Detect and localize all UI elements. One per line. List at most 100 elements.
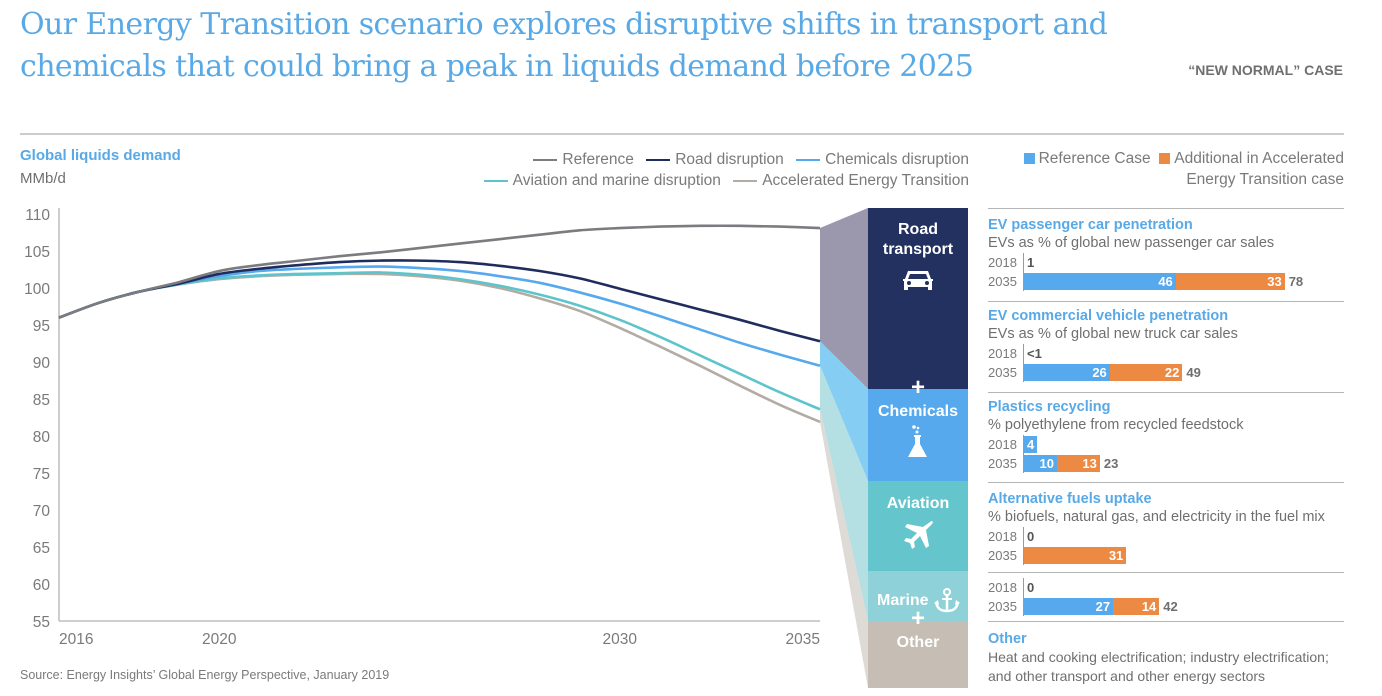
y-tick-label: 60: [33, 577, 51, 594]
value-label: 1: [1027, 255, 1035, 270]
stack-other: Other: [868, 621, 968, 688]
legend-item-accelerated: Accelerated Energy Transition: [733, 172, 969, 190]
panel-title: Plastics recycling: [988, 399, 1111, 415]
panel-divider: [988, 208, 1344, 209]
y-tick-label: 110: [25, 207, 50, 224]
value-label: 0: [1027, 529, 1035, 544]
bar-row-2018: 2018 <1: [988, 344, 1344, 363]
header-divider: [20, 133, 1344, 135]
bar-reference-segment: 26: [1024, 364, 1110, 381]
series-line-accelerated-energy-transition: [58, 272, 821, 424]
panel-subtitle: EVs as % of global new passenger car sal…: [988, 235, 1275, 251]
stack-road-transport: Road transport: [868, 208, 968, 389]
panel-alt-fuels: Alternative fuels uptake % biofuels, nat…: [988, 490, 1344, 565]
panel-divider: [988, 392, 1344, 393]
legend-label: Aviation and marine disruption: [512, 172, 721, 189]
funnel-road: [820, 208, 868, 389]
bar-row-2035: 2035 46 33 78: [988, 272, 1344, 291]
bar-axis: [1023, 527, 1024, 546]
y-tick-label: 85: [33, 392, 50, 409]
panel-title: EV passenger car penetration: [988, 217, 1193, 233]
bar-axis: [1023, 597, 1024, 616]
panel-ev-commercial: EV commercial vehicle penetration EVs as…: [988, 307, 1344, 382]
legend-item-reference: Reference: [533, 151, 634, 169]
funnel-aviation-marine: [820, 365, 868, 621]
panel-subtitle: EVs as % of global new truck car sales: [988, 326, 1238, 342]
legend-swatch: [533, 159, 558, 161]
bar-axis: [1023, 253, 1024, 272]
page-title: Our Energy Transition scenario explores …: [20, 4, 1120, 88]
bar-additional-segment: 13: [1057, 455, 1100, 472]
bar-axis: [1023, 435, 1024, 454]
legend-item-road: Road disruption: [646, 151, 784, 169]
bar-total-label: 78: [1288, 274, 1304, 289]
title-line-2: chemicals that could bring a peak in liq…: [20, 49, 974, 84]
panel-title: EV commercial vehicle penetration: [988, 308, 1229, 324]
bar-axis: [1023, 344, 1024, 363]
legend-swatch: [796, 159, 821, 161]
legend-label: Chemicals disruption: [825, 151, 969, 168]
bar-reference-segment: 27: [1024, 598, 1114, 615]
chemicals-label: Chemicals: [877, 403, 959, 420]
chart-axes: 110 105 100 95 90 85 80 75 70 65 60 55 2016 2020 2030 2…: [24, 207, 820, 648]
funnel-chemicals: [820, 341, 868, 481]
bar-legend: Reference Case Additional in Accelerated…: [1010, 148, 1344, 190]
bar-row-2018: 2018 0: [988, 578, 1344, 597]
x-tick-label: 2035: [786, 631, 820, 648]
bar-row-2035: 2035 26 22 49: [988, 363, 1344, 382]
year-label: 2018: [988, 255, 1017, 270]
bar-reference-segment: 4: [1024, 436, 1038, 453]
line-legend-row-1: Reference Road disruption Chemicals disr…: [525, 148, 969, 169]
x-tick-label: 2030: [602, 631, 637, 648]
y-tick-label: 90: [33, 355, 51, 372]
legend-swatch: [733, 180, 758, 182]
bar-axis: [1023, 546, 1024, 565]
panel-plastics: Plastics recycling % polyethylene from r…: [988, 398, 1344, 473]
funnel-connectors: [820, 208, 868, 688]
panel-marine: 2018 0 2035 27 14 42: [988, 578, 1344, 616]
panel-subtitle: % biofuels, natural gas, and electricity…: [988, 509, 1325, 525]
bar-axis: [1023, 363, 1024, 382]
y-tick-label: 105: [24, 244, 50, 261]
title-line-1: Our Energy Transition scenario explores …: [20, 7, 1108, 42]
y-tick-label: 95: [33, 318, 50, 335]
value-label: <1: [1027, 346, 1042, 361]
bar-row-2035: 2035 31: [988, 546, 1344, 565]
airplane-icon: [904, 521, 933, 549]
panel-divider: [988, 482, 1344, 483]
panel-divider: [988, 572, 1344, 573]
bar-total-label: 23: [1103, 456, 1119, 471]
year-label: 2018: [988, 529, 1017, 544]
bar-reference-segment: 10: [1024, 455, 1057, 472]
legend-label: Road disruption: [675, 151, 784, 168]
bar-row-2035: 2035 10 13 23: [988, 454, 1344, 473]
panel-subtitle: % polyethylene from recycled feedstock: [988, 417, 1244, 433]
y-tick-label: 70: [33, 503, 51, 520]
legend-item-aviation-marine: Aviation and marine disruption: [483, 172, 721, 190]
source-note: Source: Energy Insights’ Global Energy P…: [20, 668, 390, 682]
legend-label: Reference: [562, 151, 634, 168]
bar-total-label: 49: [1186, 365, 1201, 380]
year-label: 2018: [988, 580, 1017, 595]
x-tick-label: 2016: [59, 631, 93, 648]
y-axis-unit: MMb/d: [20, 170, 66, 187]
bar-row-2018: 2018 0: [988, 527, 1344, 546]
bar-row-2035: 2035 27 14 42: [988, 597, 1344, 616]
year-label: 2035: [988, 274, 1017, 289]
road-label-1: Road: [898, 221, 938, 238]
panel-divider: [988, 621, 1344, 622]
funnel-other: [820, 409, 868, 688]
y-tick-label: 65: [33, 540, 50, 557]
road-label-2: transport: [882, 241, 954, 258]
bar-axis: [1023, 578, 1024, 597]
stack-aviation: Aviation: [868, 481, 968, 571]
year-label: 2035: [988, 456, 1017, 471]
legend-item-chemicals: Chemicals disruption: [796, 151, 969, 169]
bar-additional-segment: 14: [1113, 598, 1160, 615]
y-tick-label: 100: [24, 281, 50, 298]
series-line-road-disruption: [58, 259, 821, 343]
value-label: 0: [1027, 580, 1035, 595]
additional-swatch: [1159, 153, 1171, 164]
plus-icon: +: [910, 374, 925, 401]
bar-additional-segment: 33: [1175, 273, 1285, 290]
